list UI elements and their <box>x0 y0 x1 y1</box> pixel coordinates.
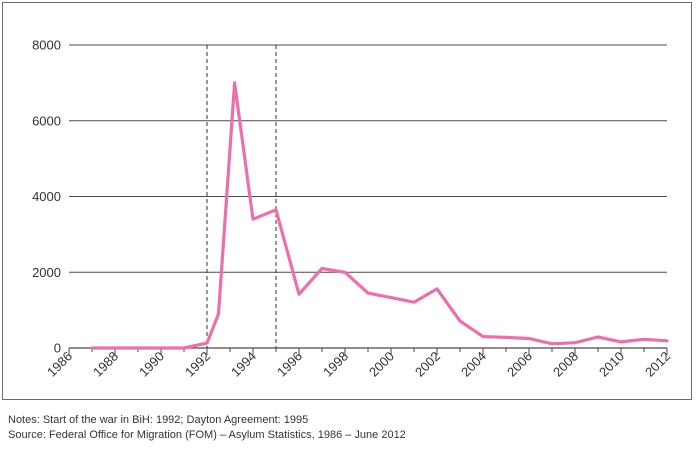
x-tick-label: 2012 <box>642 349 673 380</box>
x-tick-label: 2000 <box>366 349 397 380</box>
chart-frame: 0 2000 4000 6000 8000 1986 1988 1990 1992 1994 199… <box>2 2 692 400</box>
x-tick-label: 1998 <box>320 349 351 380</box>
x-tick-label: 2004 <box>458 349 489 380</box>
x-tick-label: 1996 <box>274 349 305 380</box>
x-tick-label: 1994 <box>228 349 259 380</box>
chart-notes: Notes: Start of the war in BiH: 1992; Da… <box>8 414 309 426</box>
x-tick-label: 2002 <box>412 349 443 380</box>
x-tick-label: 2008 <box>550 349 581 380</box>
y-tick-label: 8000 <box>32 38 61 53</box>
x-tick-label: 1988 <box>90 349 121 380</box>
line-chart: 0 2000 4000 6000 8000 1986 1988 1990 1992 1994 199… <box>32 38 673 380</box>
y-tick-label: 0 <box>54 341 61 356</box>
series-line <box>90 81 669 350</box>
x-tick-label: 2006 <box>504 349 535 380</box>
y-tick-label: 4000 <box>32 189 61 204</box>
x-tick-label: 2010 <box>596 349 627 380</box>
x-tick-label: 1986 <box>44 349 75 380</box>
y-tick-label: 6000 <box>32 113 61 128</box>
y-tick-label: 2000 <box>32 265 61 280</box>
x-tick-label: 1990 <box>136 349 167 380</box>
x-tick-label: 1992 <box>182 349 213 380</box>
chart-source: Source: Federal Office for Migration (FO… <box>8 429 406 441</box>
